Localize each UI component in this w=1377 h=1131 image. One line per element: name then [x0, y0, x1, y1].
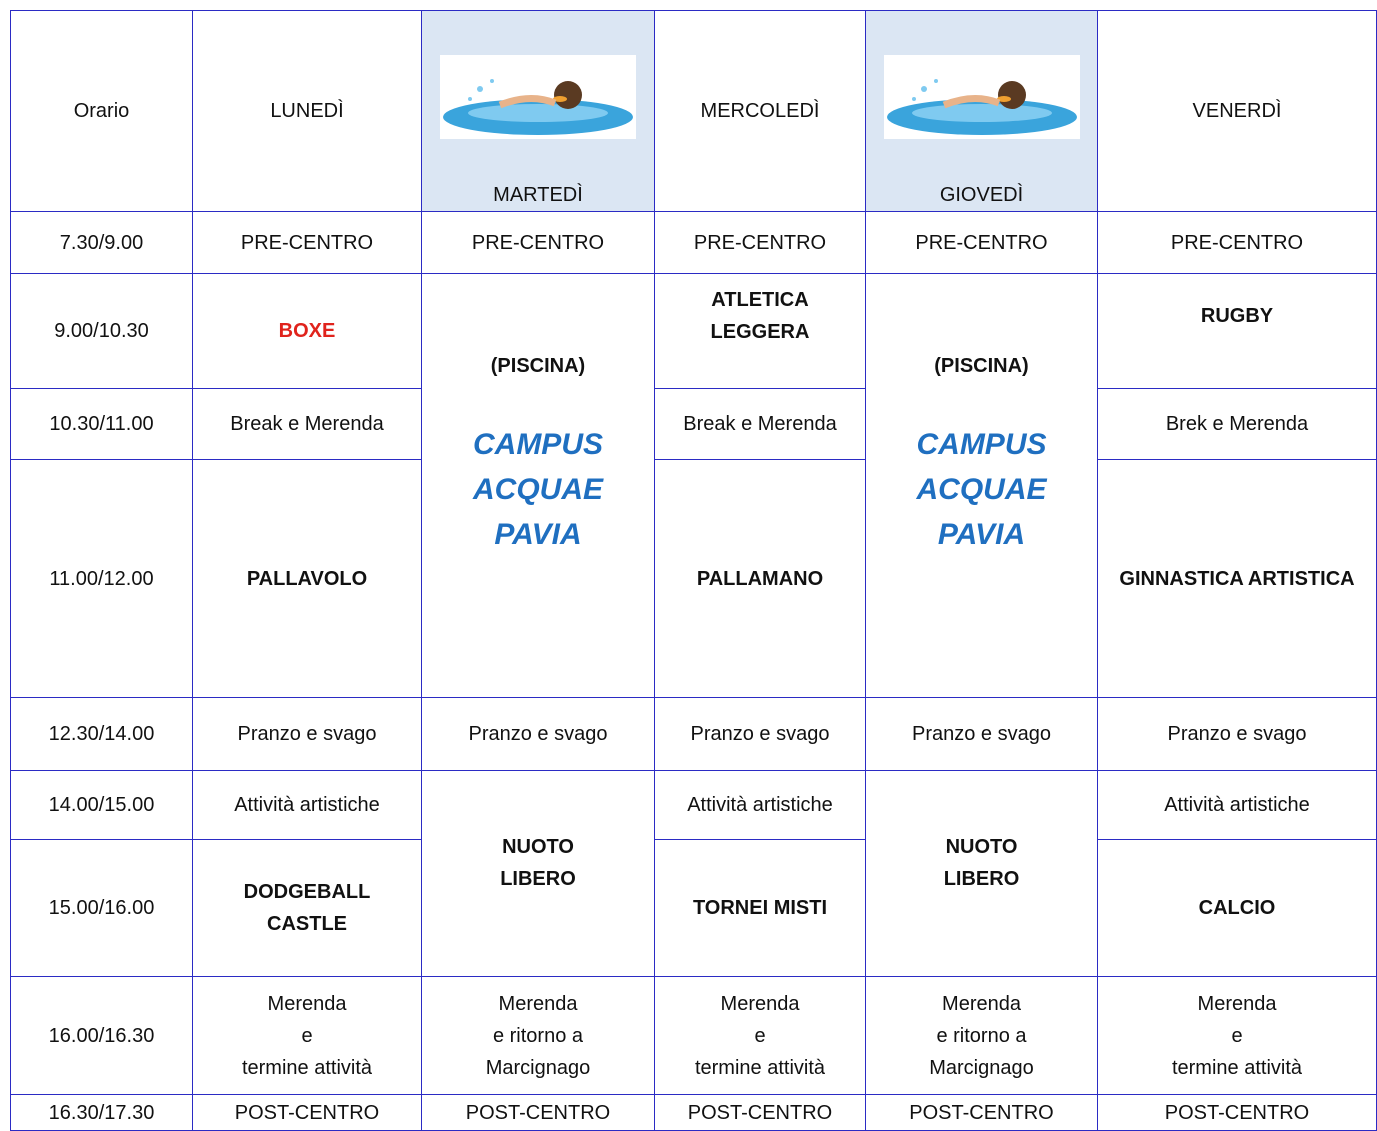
page: Orario settimanale {"table": { "header":… — [10, 10, 1377, 1131]
swimmer-image — [883, 55, 1080, 139]
cell: Pranzo e svago — [1097, 697, 1377, 771]
cell: TORNEI MISTI — [654, 839, 866, 977]
header-cell: Orario — [10, 10, 193, 212]
cell: POST-CENTRO — [865, 1094, 1098, 1131]
row: 11.00/12.00 PALLAVOLO PALLAMANO GINNASTI… — [10, 459, 1377, 698]
pool-note: (PISCINA) — [490, 355, 586, 377]
cell: Pranzo e svago — [192, 697, 422, 771]
cell: NUOTO LIBERO — [865, 770, 1098, 977]
cell: ATLETICA LEGGERA — [654, 273, 866, 389]
cell: PRE-CENTRO — [192, 211, 422, 274]
header-row: Orario LUNEDÌ MARTEDÌ MERCOLEDÌ GIOVEDÌ … — [10, 10, 1377, 212]
cell: PRE-CENTRO — [1097, 211, 1377, 274]
cell: Attività artistiche — [654, 770, 866, 840]
time-cell: 16.00/16.30 — [10, 976, 193, 1095]
cell: Merenda e termine attività — [654, 976, 866, 1095]
cell: BOXE — [192, 273, 422, 389]
time-cell: 11.00/12.00 — [10, 459, 193, 698]
cell: Break e Merenda — [654, 388, 866, 460]
row: 14.00/15.00 Attività artistiche NUOTO LI… — [10, 770, 1377, 977]
cell: DODGEBALL CASTLE — [192, 839, 422, 977]
cell: Merenda e termine attività — [1097, 976, 1377, 1095]
cell: Merenda e ritorno a Marcignago — [865, 976, 1098, 1095]
row: 16.30/17.30 POST-CENTRO POST-CENTRO POST… — [10, 1094, 1377, 1131]
cell: POST-CENTRO — [654, 1094, 866, 1131]
time-cell: 10.30/11.00 — [10, 388, 193, 460]
cell: GINNASTICA ARTISTICA — [1097, 459, 1377, 698]
cell: PALLAMANO — [654, 459, 866, 698]
row: 16.00/16.30 Merenda e termine attività M… — [10, 976, 1377, 1095]
cell: PRE-CENTRO — [865, 211, 1098, 274]
cell: Brek e Merenda — [1097, 388, 1377, 460]
cell: PRE-CENTRO — [421, 211, 655, 274]
cell: NUOTO LIBERO — [421, 770, 655, 977]
day-label: GIOVEDÌ — [939, 184, 1024, 206]
pool-note: (PISCINA) — [934, 355, 1029, 377]
time-cell: 7.30/9.00 — [10, 211, 193, 274]
cell: POST-CENTRO — [1097, 1094, 1377, 1131]
row: 9.00/10.30 BOXE (PISCINA) CAMPUS ACQUAE … — [10, 273, 1377, 698]
header-cell: GIOVEDÌ — [865, 10, 1098, 212]
header-cell: VENERDÌ — [1097, 10, 1377, 212]
header-cell: MARTEDÌ — [421, 10, 655, 212]
cell: Attività artistiche — [192, 770, 422, 840]
time-cell: 15.00/16.00 — [10, 839, 193, 977]
cell: POST-CENTRO — [192, 1094, 422, 1131]
cell: Pranzo e svago — [421, 697, 655, 771]
header-cell: LUNEDÌ — [192, 10, 422, 212]
cell: Merenda e termine attività — [192, 976, 422, 1095]
row: 7.30/9.00 PRE-CENTRO PRE-CENTRO PRE-CENT… — [10, 211, 1377, 274]
pool-cell: (PISCINA) CAMPUS ACQUAE PAVIA — [865, 273, 1098, 698]
cell: PRE-CENTRO — [654, 211, 866, 274]
cell: PALLAVOLO — [192, 459, 422, 698]
day-label: MARTEDÌ — [493, 184, 583, 206]
schedule-table: Orario LUNEDÌ MARTEDÌ MERCOLEDÌ GIOVEDÌ … — [10, 10, 1377, 1131]
pool-cell: (PISCINA) CAMPUS ACQUAE PAVIA — [421, 273, 655, 698]
time-cell: 16.30/17.30 — [10, 1094, 193, 1131]
time-cell: 14.00/15.00 — [10, 770, 193, 840]
time-cell: 9.00/10.30 — [10, 273, 193, 389]
row: 10.30/11.00 Break e Merenda Break e Mere… — [10, 388, 1377, 460]
page-body: Orario LUNEDÌ MARTEDÌ MERCOLEDÌ GIOVEDÌ … — [10, 10, 1377, 1131]
cell: RUGBY — [1097, 273, 1377, 389]
row: 12.30/14.00 Pranzo e svago Pranzo e svag… — [10, 697, 1377, 771]
pool-place: CAMPUS ACQUAE PAVIA — [916, 428, 1047, 551]
header-cell: MERCOLEDÌ — [654, 10, 866, 212]
time-cell: 12.30/14.00 — [10, 697, 193, 771]
cell: CALCIO — [1097, 839, 1377, 977]
cell: Pranzo e svago — [865, 697, 1098, 771]
cell: POST-CENTRO — [421, 1094, 655, 1131]
cell: Merenda e ritorno a Marcignago — [421, 976, 655, 1095]
cell: Attività artistiche — [1097, 770, 1377, 840]
cell: Pranzo e svago — [654, 697, 866, 771]
swimmer-image — [440, 55, 636, 139]
row: 15.00/16.00 DODGEBALL CASTLE TORNEI MIST… — [10, 839, 1377, 977]
cell: Break e Merenda — [192, 388, 422, 460]
pool-place: CAMPUS ACQUAE PAVIA — [472, 428, 603, 551]
